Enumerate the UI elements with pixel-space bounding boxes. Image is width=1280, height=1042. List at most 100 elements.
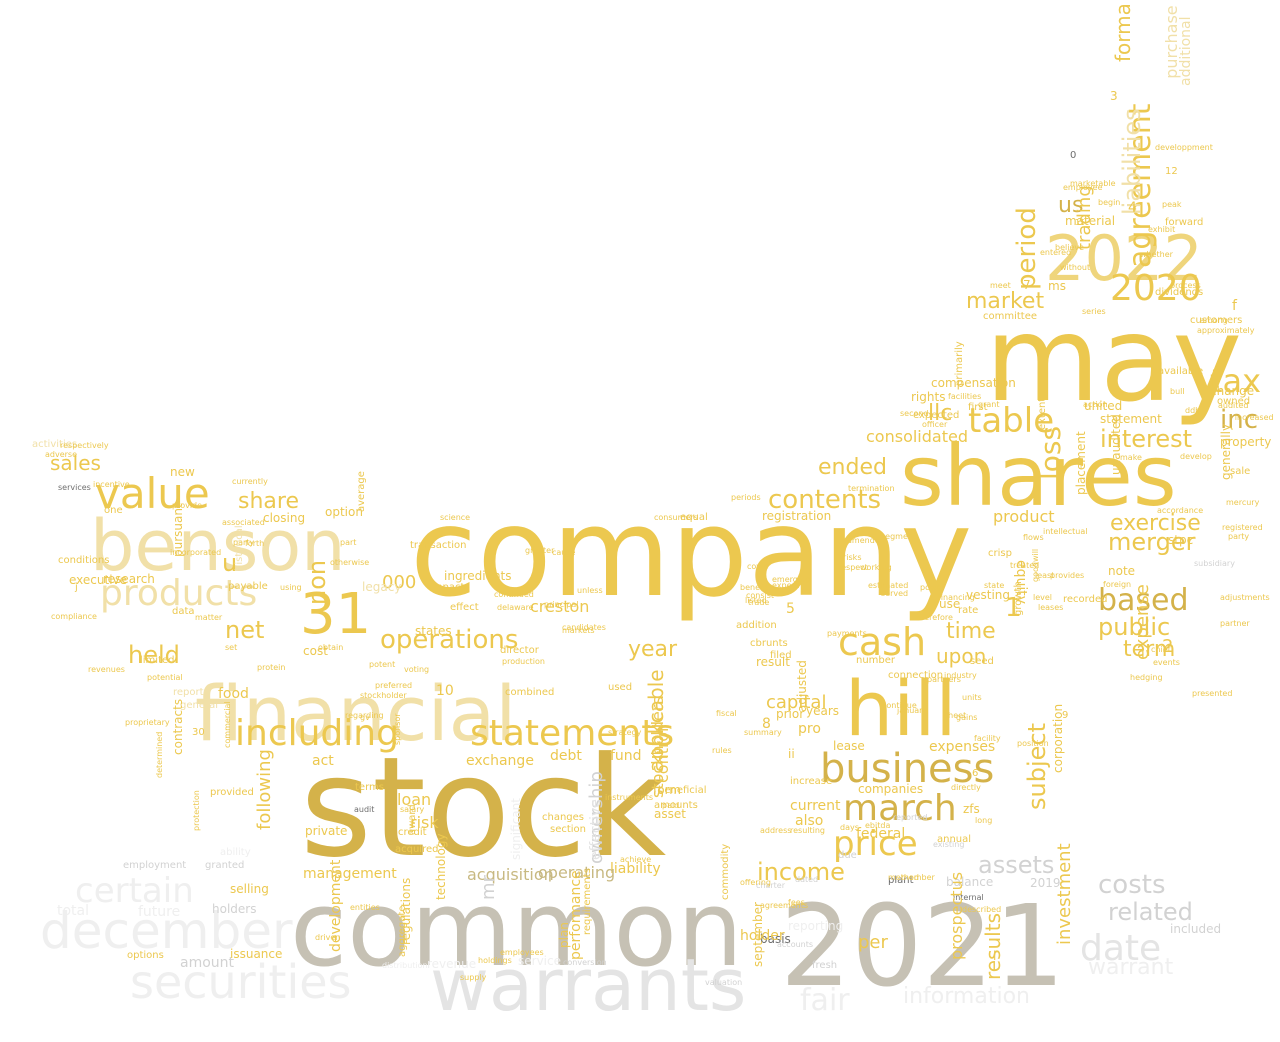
word-cash: cash [838, 620, 926, 664]
word-seed: seed [970, 656, 994, 667]
word-whether: whether [1140, 250, 1174, 259]
word-instruments: instruments [605, 793, 653, 802]
word-facilities: facilities [948, 392, 981, 401]
word-holdings: holdings [478, 956, 512, 965]
word-benson: benson [90, 505, 346, 587]
word-conditions: conditions [58, 555, 109, 566]
word-increased: increased [1235, 413, 1274, 422]
word-amount: amount [180, 955, 235, 971]
word-business: business [820, 746, 994, 792]
word-benefit: benefit [740, 583, 768, 592]
word-partners: partners [927, 675, 961, 684]
word-existing: existing [933, 840, 964, 849]
word-revenues: revenues [88, 665, 125, 674]
word-fiscal: fiscal [716, 709, 737, 718]
word-cause: cause [552, 548, 576, 557]
word-impact: impact [430, 582, 464, 593]
word-purchase: purchase [1162, 5, 1181, 78]
word-matter: matter [195, 613, 223, 622]
word-series: series [1082, 307, 1106, 316]
word-entered: entered [1040, 248, 1071, 257]
word-generally: generally [1219, 424, 1233, 480]
word-therefore: therefore [916, 613, 953, 622]
word-working: working [860, 563, 892, 572]
word-september: september [751, 902, 765, 967]
word-issuance: issuance [230, 947, 282, 961]
word-income: income [757, 858, 845, 886]
word-owned: owned [1217, 396, 1250, 407]
word-information: information [903, 984, 1030, 1009]
word-director: director [500, 645, 540, 656]
word-voting: voting [404, 665, 429, 674]
word-aggregate: aggregate [397, 906, 408, 957]
word-assets: assets [978, 851, 1054, 879]
word-facility: facility [974, 734, 1001, 743]
word-bull: bull [1170, 387, 1185, 396]
word-j: j [74, 582, 78, 593]
word-shares: shares [900, 427, 1177, 525]
word-stock: stock [300, 727, 666, 888]
word-march: march [843, 788, 957, 829]
word-payable: payable [228, 581, 268, 592]
word-ii: ii [788, 747, 795, 761]
word-sponsor: sponsor [393, 713, 402, 745]
word-recorded: recorded [1063, 594, 1107, 605]
word-consolidated: consolidated [866, 427, 968, 446]
word-private: private [305, 824, 347, 838]
word-level: level [1033, 593, 1052, 602]
word-offering: offering [740, 878, 771, 887]
word-per: per [858, 932, 889, 953]
word-second: second [900, 409, 929, 418]
word-current: current [790, 798, 841, 814]
word-research: research [103, 572, 155, 586]
word-lease: lease [833, 739, 865, 753]
word-activities: activities [32, 439, 77, 450]
word-meet: meet [990, 281, 1011, 290]
word-one: one [104, 505, 123, 516]
word-1: 1 [1005, 593, 1022, 623]
word-use: use [939, 597, 960, 611]
word-000: 000 [382, 572, 416, 593]
word-periods: periods [731, 493, 761, 502]
word-regulations: regulations [399, 878, 413, 945]
word-adjusted: adjusted [795, 660, 809, 712]
word-supply: supply [460, 973, 487, 982]
word-balance: balance [946, 875, 993, 889]
word-terms: terms [355, 782, 384, 793]
word-hedging: hedging [1130, 673, 1163, 682]
word-rules: rules [712, 746, 732, 755]
word-investment: investment [1054, 843, 1075, 945]
word-including: including [235, 713, 399, 754]
word-gains: gains [956, 713, 977, 722]
word-changes: changes [542, 812, 584, 823]
word-plan: plan [557, 922, 571, 948]
word-achieve: achieve [620, 855, 651, 864]
word-total: total [57, 903, 89, 919]
word-sale: sale [1230, 466, 1250, 477]
word-stockholders: stockholders [648, 696, 667, 798]
word-following: following [254, 749, 275, 830]
word-extent: extent [1037, 398, 1048, 430]
word-addition: addition [736, 620, 777, 631]
word-date: date [1080, 928, 1161, 969]
word-loan: loan [397, 790, 431, 809]
word-flows: flows [1023, 533, 1044, 542]
word-related: related [1108, 898, 1193, 926]
word-party: party [233, 538, 254, 547]
word-stockholder: stockholder [360, 691, 407, 700]
word-new: new [170, 465, 195, 479]
word-segment: segment [881, 532, 916, 541]
word-commodity: commodity [720, 844, 731, 900]
word-proprietary: proprietary [125, 718, 170, 727]
word-fresh: fresh [812, 960, 837, 971]
word-transaction: transaction [410, 540, 467, 551]
word-service: service [518, 954, 561, 968]
word-payments: payments [827, 629, 867, 638]
word-exhibit: exhibit [1148, 225, 1175, 234]
word-adjustments: adjustments [1220, 593, 1270, 602]
word-without: without [1060, 263, 1090, 272]
word-state: state [984, 581, 1004, 590]
word-approximately: approximately [1197, 326, 1255, 335]
word-statement: statement [1100, 412, 1162, 426]
word-regarding: regarding [345, 711, 384, 720]
